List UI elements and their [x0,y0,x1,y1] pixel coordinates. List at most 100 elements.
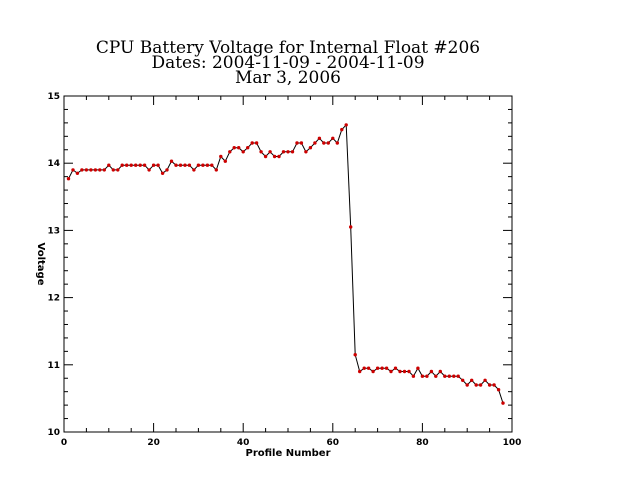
data-point [277,154,281,159]
data-point [313,141,317,145]
data-point [75,171,80,175]
data-point [371,369,375,374]
x-tick-label: 100 [503,438,522,448]
data-point [196,163,201,167]
data-point [241,150,245,154]
y-tick-label: 11 [47,361,60,371]
data-point [349,225,353,229]
data-point [358,369,362,374]
data-point [420,374,425,378]
data-point [411,374,416,378]
data-point [492,383,496,387]
data-point [192,168,196,172]
data-point [210,163,214,167]
data-point [263,154,268,159]
data-point [165,168,169,172]
data-point [111,168,116,172]
data-point [246,146,250,150]
data-point [438,369,442,374]
data-point [71,168,75,172]
data-point [84,168,89,172]
data-point [317,136,322,140]
data-point [138,163,142,167]
data-point [429,369,434,374]
data-point [487,383,492,387]
data-point [205,163,210,167]
title-line-1: CPU Battery Voltage for Internal Float #… [96,38,480,58]
data-point [335,141,339,145]
data-point [160,171,165,175]
x-tick-label: 80 [416,438,429,448]
data-point [344,123,348,127]
title-line-3: Mar 3, 2006 [235,68,341,88]
data-point [183,163,187,167]
data-point [174,163,178,167]
data-point [142,163,147,167]
x-axis-label: Profile Number [245,448,330,459]
y-tick-label: 13 [47,226,60,236]
data-point [416,366,420,370]
data-point [375,366,380,370]
data-point [402,369,407,374]
data-point [286,150,290,154]
x-tick-label: 0 [61,438,67,448]
data-point [107,163,111,167]
data-point [187,163,192,167]
data-points [66,123,505,405]
data-point [98,168,102,172]
data-point [465,383,469,387]
y-tick-label: 15 [47,92,60,102]
data-point [331,136,335,140]
data-point [362,366,366,370]
data-point [501,401,505,405]
data-point [156,163,160,167]
data-point [384,366,389,370]
data-point [478,383,483,387]
data-point [125,163,129,167]
data-point [340,127,344,132]
data-point [308,146,313,150]
data-point [272,154,277,159]
data-point [322,141,326,145]
data-point [134,163,138,167]
data-point [151,163,156,167]
title-line-2: Dates: 2004-11-09 - 2004-11-09 [151,53,424,73]
data-point [447,374,451,378]
data-point [80,168,84,172]
data-point [443,374,447,378]
data-point [201,163,205,167]
data-point [102,168,107,172]
data-point [250,141,254,145]
data-point [304,150,308,154]
data-point [281,150,286,154]
data-point [456,374,460,378]
y-axis-ticks: 10 11 12 13 14 15 [47,92,512,438]
data-point [219,154,223,159]
data-point [326,141,330,145]
x-tick-label: 60 [327,438,340,448]
plot-frame [63,95,513,433]
data-point [268,150,272,154]
data-point [353,353,357,357]
data-point [295,141,299,145]
data-point [366,366,371,370]
data-point [93,168,98,172]
y-tick-label: 12 [47,294,60,304]
y-axis-label: Voltage [35,243,46,286]
data-point [116,168,120,172]
data-point [89,168,93,172]
data-point [169,159,174,163]
data-point [470,378,474,382]
data-point [425,374,429,378]
data-point [290,150,295,154]
data-point [178,163,183,167]
data-point [129,163,133,167]
y-tick-label: 10 [47,428,60,438]
data-point [254,141,259,145]
data-point [461,378,465,382]
data-point [147,168,151,172]
data-point [380,366,384,370]
x-tick-label: 40 [237,438,250,448]
data-point [452,374,456,378]
data-point [228,150,232,154]
